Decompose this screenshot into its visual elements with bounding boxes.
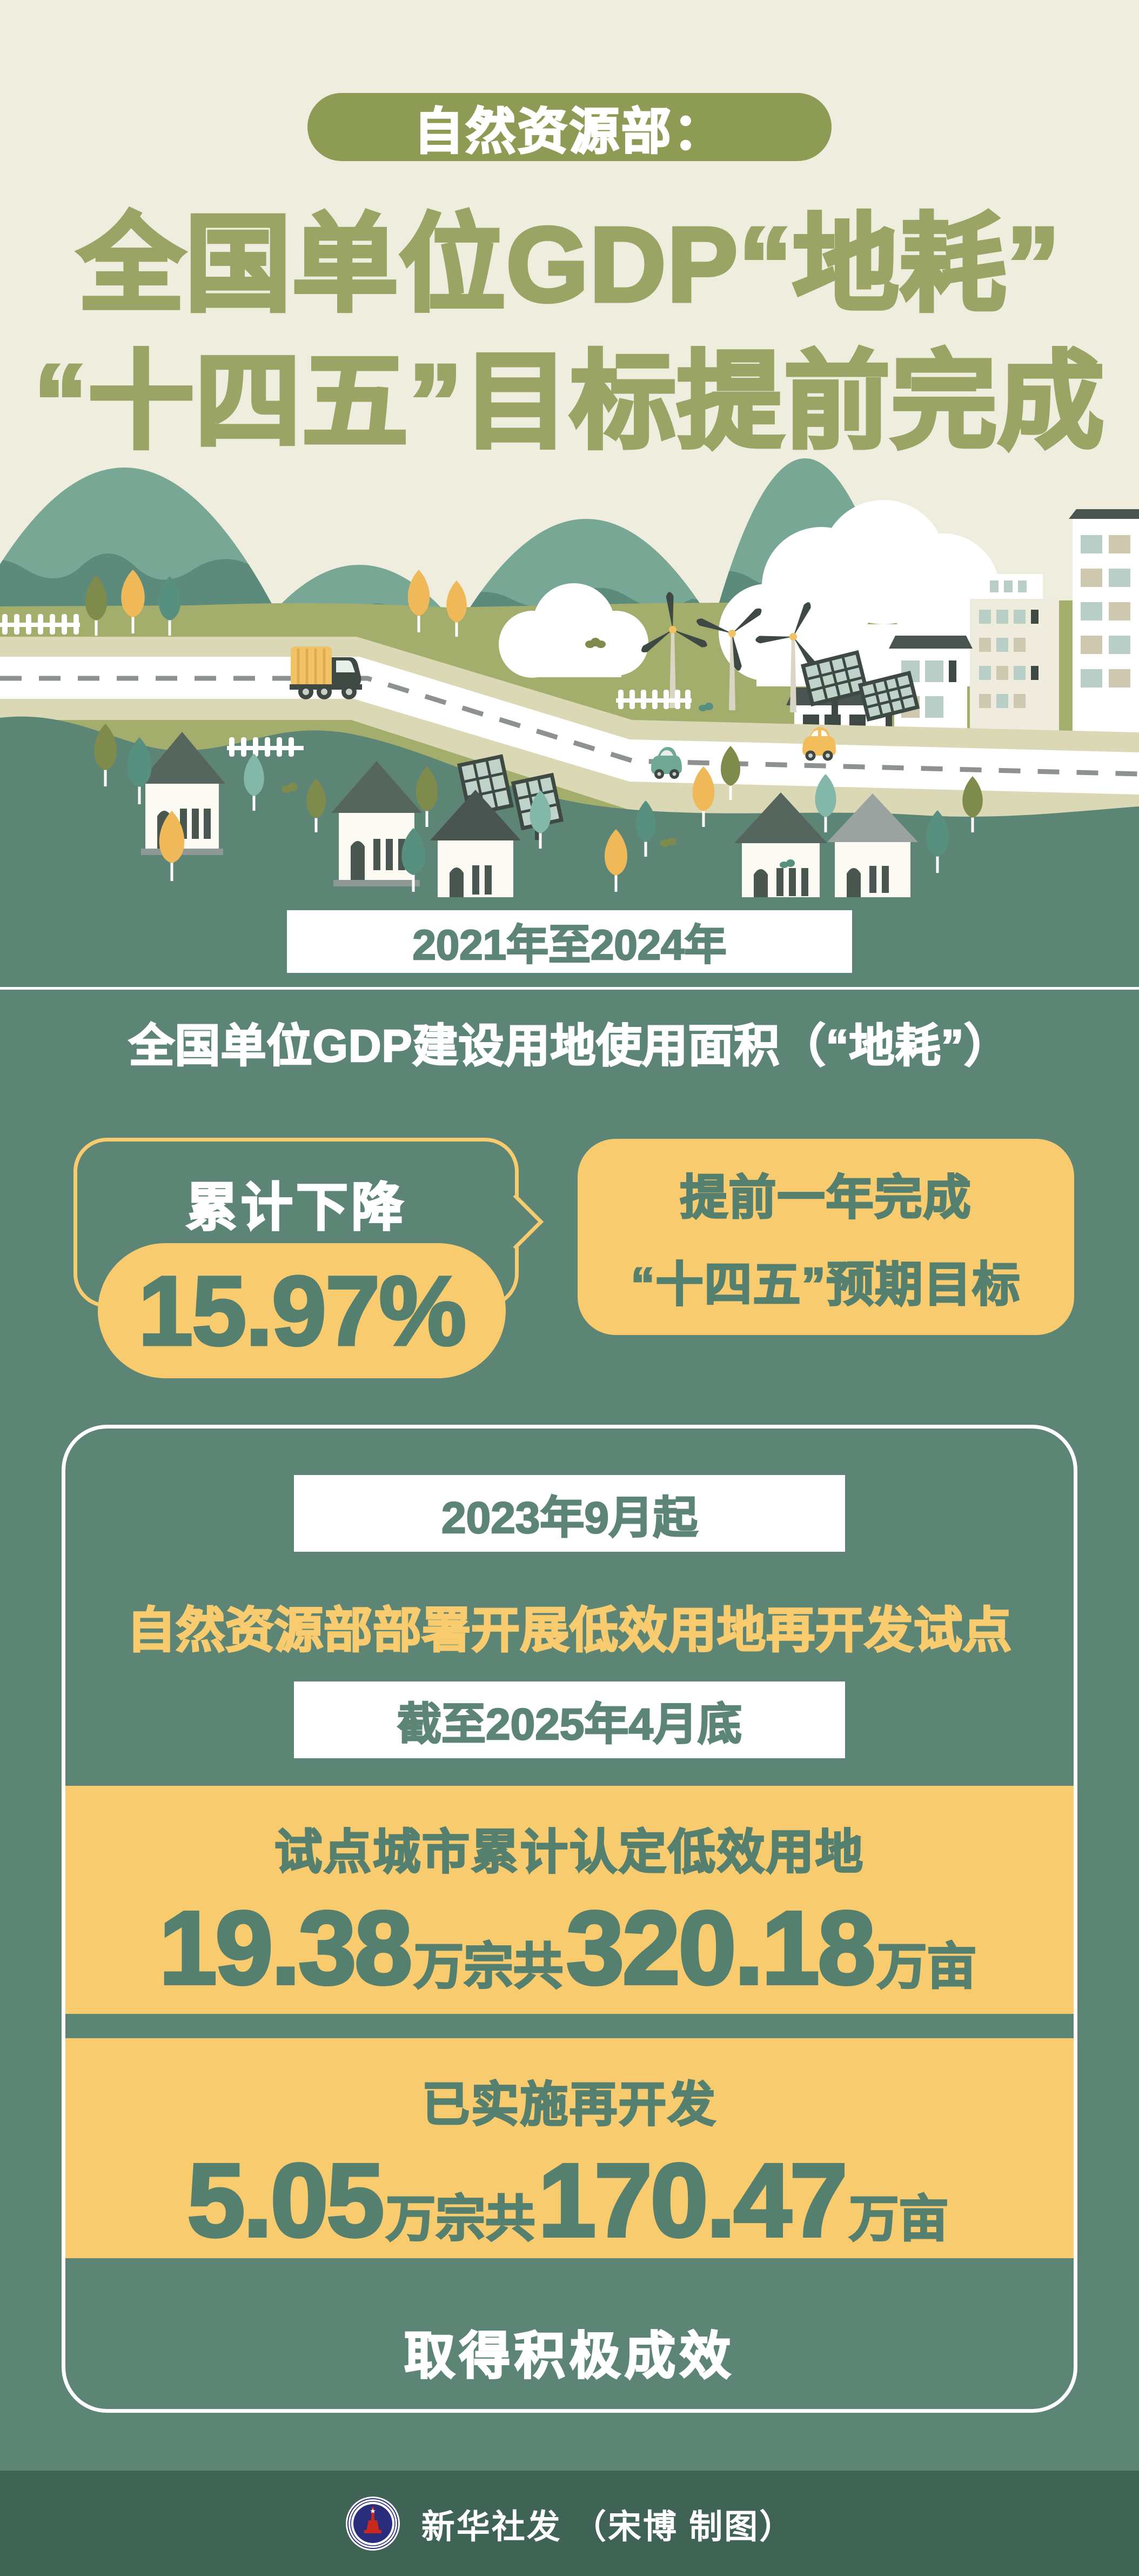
goal-line2: “十四五”预期目标: [630, 1257, 1021, 1312]
trees-lower: [93, 724, 983, 892]
tree-icon: [604, 829, 628, 892]
solar-panel-icon: [800, 650, 869, 715]
fence-icon: [616, 690, 692, 709]
tree-icon: [407, 570, 430, 632]
house-icon: [430, 790, 521, 897]
grass-icon: [699, 703, 713, 711]
ministry-badge: 自然资源部：: [307, 93, 832, 161]
car-icon: [802, 727, 836, 761]
tree-icon: [530, 790, 551, 849]
stat1-unit1: 万宗共: [413, 1939, 564, 1996]
tree-icon: [158, 576, 181, 636]
stat1-num1: 19.38: [158, 1888, 414, 2007]
stat-value-pill: 15.97%: [98, 1243, 506, 1378]
wind-turbine-icon: [755, 602, 816, 712]
grass-icon: [780, 859, 795, 868]
goal-box: 提前一年完成 “十四五”预期目标: [578, 1139, 1074, 1335]
date-from-box: 2023年9月起: [294, 1475, 845, 1552]
credit-text: 新华社发 （宋博 制图）: [421, 2508, 795, 2546]
grass-icon: [585, 638, 606, 648]
grass-icon: [282, 783, 298, 793]
stat1-num2: 320.18: [565, 1888, 877, 2007]
tree-icon: [85, 575, 108, 636]
tree-icon: [416, 766, 438, 827]
ministry-badge-label: 自然资源部：: [413, 103, 725, 160]
grass-icon: [660, 838, 676, 847]
stat2-unit1: 万宗共: [385, 2191, 536, 2248]
divider-line: [0, 987, 1139, 990]
road: [0, 657, 1139, 795]
date-from-label: 2023年9月起: [441, 1492, 699, 1543]
building-icon: [1069, 509, 1139, 759]
section-subtitle: 全国单位GDP建设用地使用面积（“地耗”）: [128, 1020, 1010, 1072]
trees-upper: [85, 570, 713, 711]
tree-icon: [446, 580, 467, 637]
page-title-line2: “十四五”目标提前完成: [32, 343, 1106, 461]
car-icon: [651, 747, 682, 779]
tree-icon: [244, 753, 264, 811]
stat2-value-row: 5.05 万宗共 170.47 万亩: [186, 2140, 952, 2260]
xinhua-logo-icon: [345, 2496, 400, 2551]
date-until-label: 截至2025年4月底: [397, 1699, 743, 1750]
tree-icon: [962, 776, 983, 832]
stat-block-identified: 试点城市累计认定低效用地 19.38 万宗共 320.18 万亩: [65, 1786, 1074, 2014]
tree-icon: [159, 811, 185, 881]
footer-bar: 新华社发 （宋博 制图）: [0, 2471, 1139, 2576]
tree-icon: [93, 724, 117, 786]
wind-turbine-icon: [641, 592, 707, 708]
fence-icon: [0, 614, 80, 635]
result-text: 取得积极成效: [403, 2327, 735, 2385]
stat2-title: 已实施再开发: [421, 2077, 717, 2132]
solar-panel-icon: [857, 670, 920, 730]
houses: [139, 732, 918, 897]
tree-icon: [926, 810, 949, 873]
tree-icon: [306, 778, 326, 832]
page-title-line1: 全国单位GDP“地耗”: [76, 205, 1062, 324]
wind-turbine-icon: [696, 608, 762, 710]
period-label: 2021年至2024年: [412, 920, 727, 970]
tree-icon: [692, 766, 715, 827]
goal-line1: 提前一年完成: [679, 1170, 972, 1225]
house-icon: [827, 793, 918, 897]
house-icon: [734, 792, 827, 897]
period-box: 2021年至2024年: [287, 910, 852, 973]
stat1-title: 试点城市累计认定低效用地: [273, 1825, 865, 1880]
stat-block-redeveloped: 已实施再开发 5.05 万宗共 170.47 万亩: [65, 2038, 1074, 2260]
tree-icon: [815, 774, 836, 832]
stat2-num1: 5.05: [186, 2140, 386, 2260]
stat-bubble-label: 累计下降: [185, 1178, 406, 1238]
hero-illustration: [0, 454, 1139, 897]
road-centerline: [0, 676, 1139, 777]
tree-icon: [127, 737, 152, 804]
tree-icon: [401, 828, 425, 892]
tree-icon: [635, 800, 656, 857]
stat2-num2: 170.47: [537, 2140, 849, 2260]
stat2-unit2: 万亩: [848, 2191, 949, 2248]
date-until-box: 截至2025年4月底: [294, 1681, 845, 1758]
stat-value: 15.97%: [137, 1254, 467, 1367]
wind-turbines: [641, 592, 816, 712]
tree-icon: [720, 746, 741, 800]
stat1-unit2: 万亩: [876, 1939, 977, 1996]
deploy-text: 自然资源部部署开展低效用地再开发试点: [126, 1603, 1013, 1659]
stat1-value-row: 19.38 万宗共 320.18 万亩: [158, 1888, 980, 2007]
truck-icon: [290, 646, 362, 699]
pilot-program-panel: 2023年9月起 自然资源部部署开展低效用地再开发试点 截至2025年4月底 试…: [62, 1425, 1077, 2413]
header-cream-background: [0, 0, 1139, 454]
fence-icon: [227, 737, 304, 757]
tree-icon: [121, 570, 145, 633]
